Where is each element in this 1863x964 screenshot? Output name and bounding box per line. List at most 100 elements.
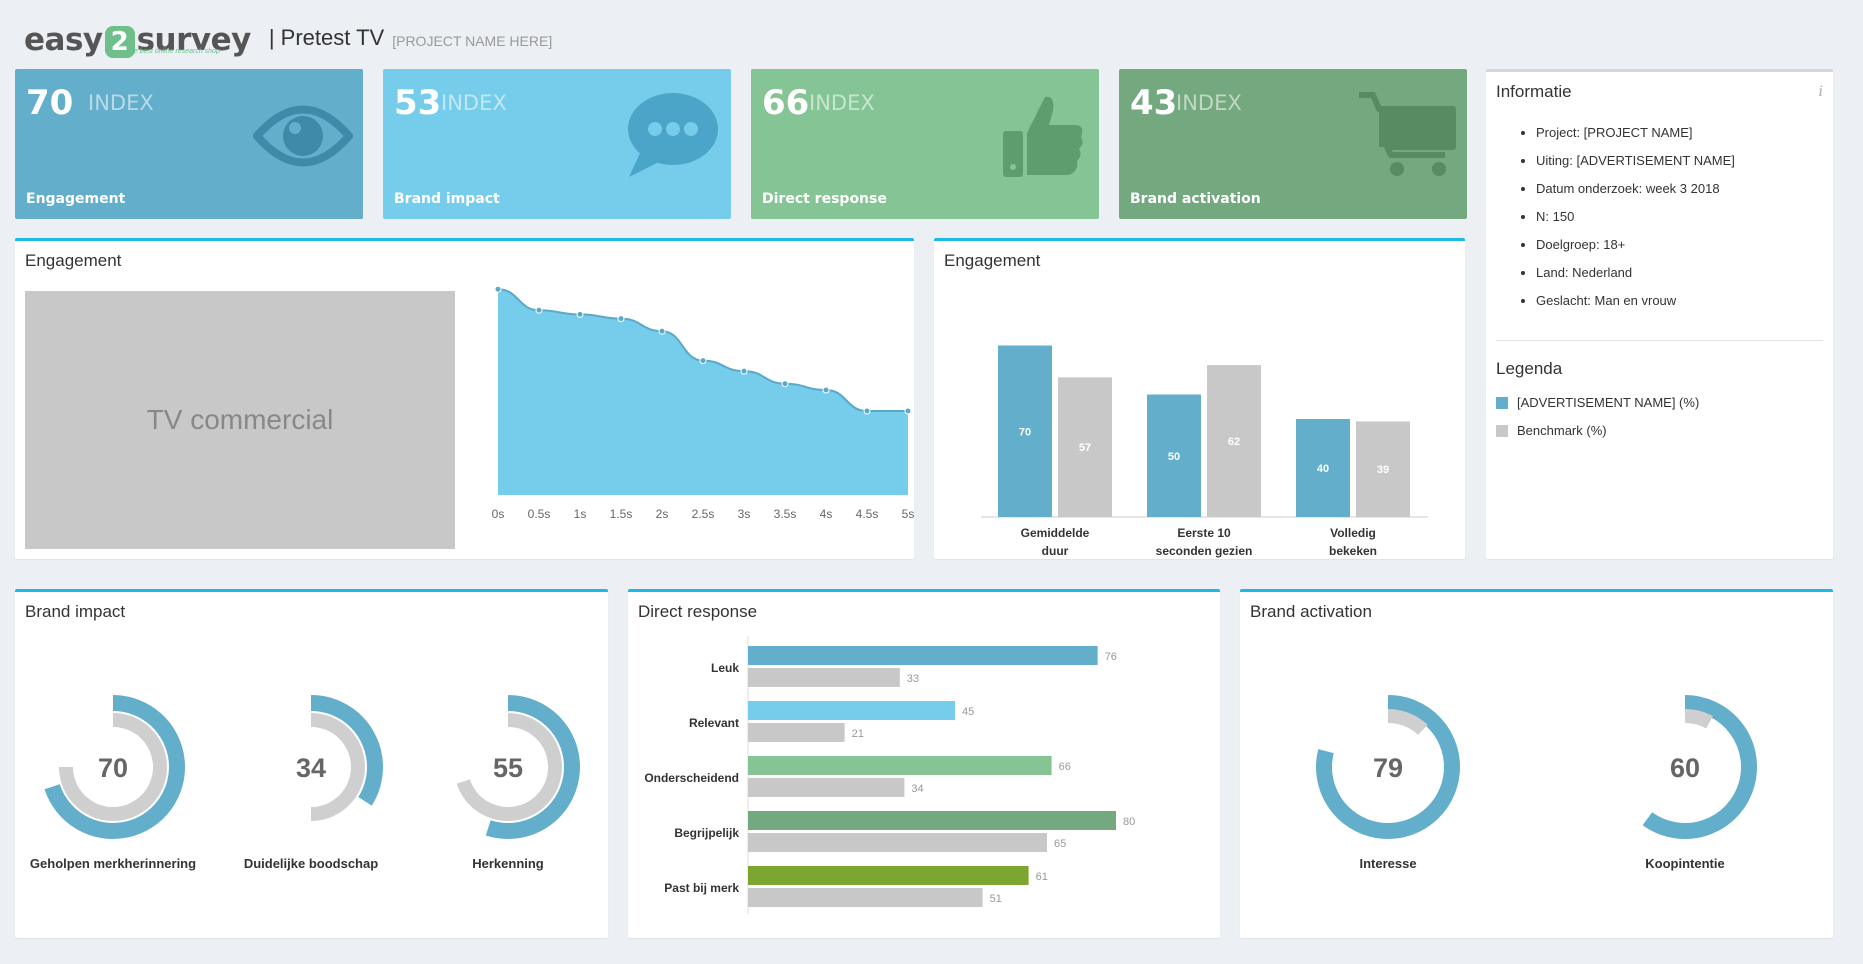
panel-title: Brand activation <box>1250 602 1372 621</box>
project-name: [PROJECT NAME HERE] <box>392 32 553 49</box>
bar-value-label: 61 <box>1036 871 1048 883</box>
legend-swatch <box>1496 424 1508 437</box>
benchmark-bar <box>748 888 983 907</box>
info-item: Geslacht: Man en vrouw <box>1536 293 1735 321</box>
info-icon[interactable]: i <box>1818 84 1823 100</box>
x-tick-label: 0s <box>492 507 505 521</box>
legend-label: Benchmark (%) <box>1517 423 1607 438</box>
category-label: Leuk <box>711 661 739 675</box>
x-tick-label: 2s <box>656 507 669 521</box>
tile-label: Brand impact <box>394 191 500 207</box>
tile-value: 43 <box>1130 83 1178 123</box>
gauge-value-arc <box>1642 695 1757 839</box>
bar <box>748 701 955 720</box>
bar <box>748 811 1116 830</box>
tile-index-label: INDEX <box>809 91 875 115</box>
bar <box>1356 421 1410 517</box>
gauge-label: Duidelijke boodschap <box>244 856 378 871</box>
divider <box>1496 340 1823 341</box>
x-tick-label: 3.5s <box>774 507 797 521</box>
logo-tagline: the best online research shop <box>128 48 220 55</box>
area-point <box>904 407 912 415</box>
logo-survey: survey <box>136 22 252 58</box>
area-point <box>740 367 748 375</box>
area-point <box>617 315 625 323</box>
info-item: Doelgroep: 18+ <box>1536 237 1735 265</box>
category-label: duur <box>1042 544 1069 558</box>
category-label: Begrijpelijk <box>674 826 739 840</box>
brand-impact-panel: Brand impact 70 Geholpen merkherinnering 3… <box>15 589 608 938</box>
tile-value: 70 <box>26 83 74 123</box>
speech-bubble-icon <box>628 93 718 177</box>
engagement-bar-chart: 70 57 Gemiddelde duur 50 62 Eerste 10 seconden … <box>981 345 1428 558</box>
area-point <box>699 357 707 365</box>
tile-value: 53 <box>394 83 442 123</box>
tile-value: 66 <box>762 83 810 123</box>
gauge-benchmark-arc <box>59 713 167 821</box>
easy2survey-logo[interactable]: easy 2 survey the best online research s… <box>24 18 251 58</box>
area-point <box>822 386 830 394</box>
info-item: Project: [PROJECT NAME] <box>1536 125 1735 153</box>
bar-value-label: 39 <box>1377 464 1389 476</box>
thumbs-up-icon <box>1003 96 1083 177</box>
gauge-label: Herkenning <box>472 856 544 871</box>
bar-value-label: 57 <box>1079 442 1091 454</box>
x-tick-label: 2.5s <box>692 507 715 521</box>
bar-value-label: 80 <box>1123 816 1135 828</box>
category-label: Past bij merk <box>664 881 739 895</box>
info-panel: Informatie i Project: [PROJECT NAME] Uit… <box>1486 69 1833 559</box>
panel-title: Brand impact <box>25 602 126 621</box>
engagement-index-tile[interactable]: 70 INDEX Engagement <box>15 69 363 219</box>
gauge-value-label: 60 <box>1670 753 1700 783</box>
bar-value-label: 65 <box>1054 838 1066 850</box>
category-label: bekeken <box>1329 544 1377 558</box>
benchmark-bar <box>748 723 845 742</box>
tile-label: Engagement <box>26 191 126 207</box>
direct-response-index-tile[interactable]: 66 INDEX Direct response <box>751 69 1099 219</box>
panel-title: Direct response <box>638 602 758 621</box>
bar-value-label: 70 <box>1019 426 1031 438</box>
x-tick-label: 5s <box>902 507 914 521</box>
x-tick-label: 1.5s <box>610 507 633 521</box>
engagement-area-chart: 0s 0.5s 1s 1.5s 2s 2.5s 3s 3.5s 4s 4.5s 5s <box>492 285 914 521</box>
gauge-value-label: 70 <box>98 753 128 783</box>
bar-value-label: 40 <box>1317 463 1329 475</box>
benchmark-bar <box>748 668 900 687</box>
gauge-label: Koopintentie <box>1645 856 1724 871</box>
x-tick-label: 0.5s <box>528 507 551 521</box>
category-label: Relevant <box>689 716 739 730</box>
eye-icon <box>253 105 353 167</box>
gauge-label: Interesse <box>1359 856 1416 871</box>
benchmark-bar <box>748 833 1047 852</box>
gauge-value-arc <box>310 695 383 806</box>
tile-label: Brand activation <box>1130 191 1261 207</box>
gauge-value-label: 79 <box>1373 753 1403 783</box>
brand-impact-index-tile[interactable]: 53 INDEX Brand impact <box>383 69 731 219</box>
brand-activation-panel: Brand activation 79 Interesse 60 Koopintent… <box>1240 589 1833 938</box>
gauge-value-arc <box>1316 695 1460 839</box>
x-tick-label: 1s <box>574 507 587 521</box>
area-point <box>494 285 502 293</box>
area-point <box>576 310 584 318</box>
bar <box>998 345 1052 517</box>
benchmark-bar <box>748 778 905 797</box>
gauge-benchmark-arc <box>456 713 562 821</box>
panel-title: Engagement <box>944 251 1041 270</box>
gauge-value-label: 55 <box>493 753 523 783</box>
area-fill <box>498 289 908 495</box>
bar <box>748 756 1052 775</box>
area-point <box>658 327 666 335</box>
tv-commercial-video[interactable]: TV commercial <box>25 291 455 549</box>
legend-item-benchmark: Benchmark (%) <box>1496 423 1607 438</box>
panel-title: Engagement <box>25 251 122 270</box>
area-point <box>863 407 871 415</box>
bar <box>1147 394 1201 517</box>
brand-activation-index-tile[interactable]: 43 INDEX Brand activation <box>1119 69 1467 219</box>
bar <box>748 866 1029 885</box>
info-item: N: 150 <box>1536 209 1735 237</box>
bar <box>1207 365 1261 517</box>
bar-value-label: 45 <box>962 706 974 718</box>
category-label: Eerste 10 <box>1177 526 1231 540</box>
tile-label: Direct response <box>762 191 887 207</box>
gauge-benchmark-arc <box>1684 709 1713 729</box>
